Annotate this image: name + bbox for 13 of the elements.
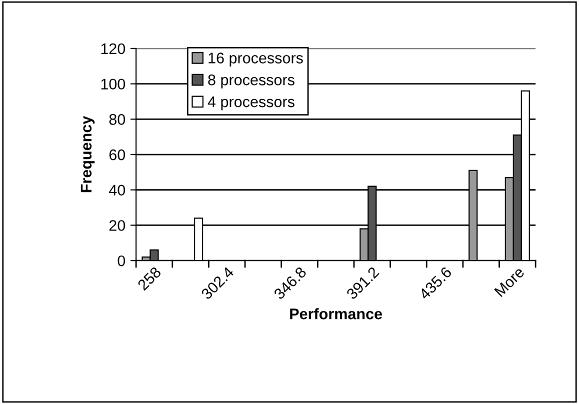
y-tick-label: 100 [101, 78, 126, 90]
x-tick-label: 258 [137, 266, 162, 291]
x-axis-title: Performance [290, 308, 382, 320]
y-tick-label: 20 [109, 220, 126, 231]
legend-label: 16 processors [208, 52, 303, 66]
legend-label: 4 processors [208, 96, 294, 110]
y-tick-label: 40 [109, 184, 126, 196]
y-tick-label: 120 [101, 43, 126, 54]
y-tick-label: 0 [118, 255, 126, 266]
y-tick-label: 60 [109, 149, 126, 160]
y-tick-label: 80 [109, 114, 126, 125]
legend-label: 8 processors [208, 74, 294, 88]
y-axis-title: Frequency [80, 116, 95, 192]
